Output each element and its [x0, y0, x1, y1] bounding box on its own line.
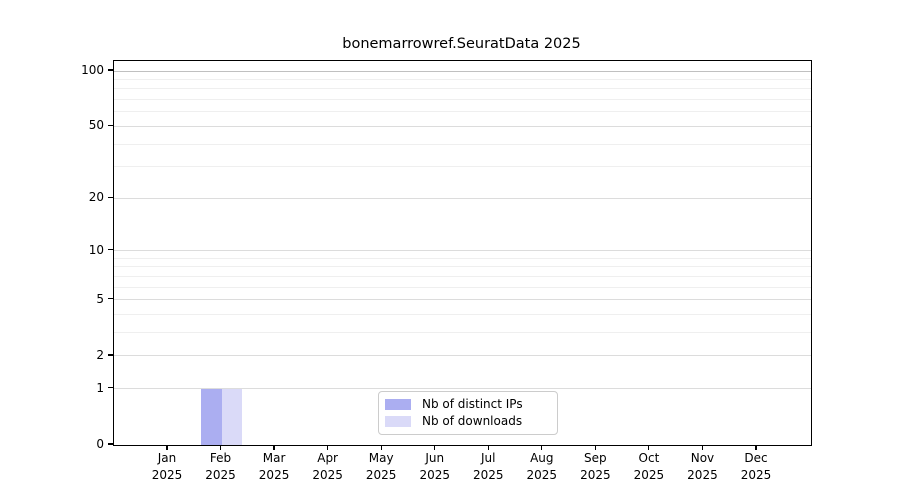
x-tick-label-apr: Apr 2025 [312, 451, 343, 482]
x-tick-label-jan: Jan 2025 [151, 451, 183, 482]
legend-label-downloads: Nb of downloads [422, 414, 523, 428]
bar-distinct-ips-feb [201, 388, 222, 445]
y-gridline [114, 257, 811, 259]
y-tick-mark [108, 196, 113, 198]
y-tick-label: 0 [96, 437, 104, 451]
x-tick-label-aug: Aug 2025 [526, 451, 558, 482]
x-tick-label-mar: Mar 2025 [258, 451, 290, 482]
y-tick-label: 20 [88, 190, 104, 205]
x-tick-mark [273, 445, 275, 450]
y-tick-label: 2 [96, 347, 104, 362]
legend-swatch-distinct-ips [385, 399, 411, 410]
y-gridline [114, 111, 811, 113]
y-gridline [114, 275, 811, 277]
x-tick-label-sep: Sep 2025 [580, 451, 611, 482]
y-tick-mark [108, 249, 113, 251]
x-tick-mark [327, 445, 329, 450]
x-tick-mark [648, 445, 650, 450]
x-tick-mark [701, 445, 704, 450]
bar-downloads-feb [221, 388, 243, 445]
x-tick-label-nov: Nov 2025 [687, 451, 718, 482]
y-tick-label: 10 [88, 242, 104, 257]
x-tick-mark [166, 445, 168, 450]
y-gridline [114, 355, 811, 357]
y-gridline [114, 78, 811, 80]
y-gridline [114, 388, 811, 390]
plot-area [113, 60, 812, 446]
x-tick-mark [541, 445, 543, 450]
y-gridline [114, 166, 811, 168]
chart-title: bonemarrowref.SeuratData 2025 [342, 36, 581, 52]
y-gridline [114, 299, 811, 301]
x-tick-label-feb: Feb 2025 [205, 451, 236, 482]
y-tick-label: 100 [81, 63, 104, 77]
legend-item-downloads: Nb of downloads [385, 414, 549, 429]
y-gridline [114, 125, 811, 127]
y-gridline [114, 250, 811, 252]
y-tick-mark [108, 124, 113, 126]
legend-item-distinct-ips: Nb of distinct IPs [385, 397, 549, 412]
y-gridline [114, 286, 811, 288]
x-tick-label-oct: Oct 2025 [633, 451, 665, 482]
legend-swatch-downloads [385, 416, 411, 427]
y-gridline [114, 314, 811, 316]
x-tick-label-dec: Dec 2025 [740, 451, 772, 482]
y-gridline [114, 332, 811, 334]
y-tick-label: 5 [96, 291, 104, 306]
y-tick-label: 50 [88, 118, 104, 133]
y-gridline [114, 88, 811, 90]
y-tick-mark [108, 443, 113, 445]
x-tick-label-jul: Jul 2025 [472, 451, 504, 482]
x-tick-mark [219, 445, 222, 450]
y-gridline [114, 266, 811, 268]
x-tick-mark [380, 445, 382, 450]
x-tick-mark [434, 445, 436, 450]
y-tick-label: 1 [96, 380, 104, 395]
x-tick-label-may: May 2025 [365, 451, 397, 482]
x-tick-mark [487, 445, 489, 450]
legend: Nb of distinct IPs Nb of downloads [378, 391, 558, 435]
y-tick-mark [108, 387, 113, 389]
x-tick-label-jun: Jun 2025 [419, 451, 450, 482]
y-tick-mark [108, 298, 113, 300]
y-tick-mark [108, 354, 113, 356]
y-gridline [114, 197, 811, 199]
y-gridline [114, 99, 811, 101]
legend-label-distinct-ips: Nb of distinct IPs [422, 397, 523, 411]
y-gridline [114, 70, 811, 72]
x-tick-mark [755, 445, 757, 450]
y-tick-mark [108, 69, 113, 71]
y-gridline [114, 143, 811, 145]
x-tick-mark [594, 445, 596, 450]
